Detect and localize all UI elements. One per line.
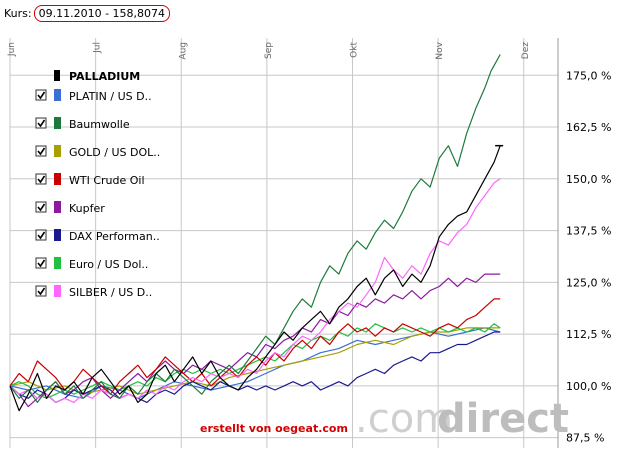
series-line-euro-us-dol	[9, 323, 501, 399]
series-line-dax-performan	[9, 331, 501, 403]
price-prefix: Kurs:	[4, 7, 32, 20]
legend-checkbox[interactable]	[35, 229, 47, 241]
legend-checkbox[interactable]	[35, 89, 47, 101]
legend-label: SILBER / US D..	[69, 286, 152, 299]
check-icon	[37, 259, 46, 268]
legend-swatch	[54, 229, 61, 241]
watermark-direct: direct	[437, 396, 569, 442]
price-header: Kurs: 09.11.2010 - 158,8074	[4, 5, 171, 22]
check-icon	[37, 91, 46, 100]
legend-label: DAX Performan..	[69, 230, 160, 243]
legend-item[interactable]: DAX Performan..	[35, 229, 160, 243]
series-line-gold-us-dol	[9, 327, 501, 395]
check-icon	[37, 203, 46, 212]
legend-checkbox[interactable]	[35, 257, 47, 269]
series-line-baumwolle	[9, 54, 501, 403]
check-icon	[37, 287, 46, 296]
legend-checkbox[interactable]	[35, 117, 47, 129]
y-tick-label: 175,0 %	[566, 69, 611, 82]
legend-checkbox[interactable]	[35, 201, 47, 213]
y-axis: 175,0 % 162,5 % 150,0 % 137,5 % 125,0 % 112,5…	[557, 38, 611, 448]
legend-item[interactable]: WTI Crude Oil	[35, 173, 145, 187]
legend-swatch	[54, 117, 61, 129]
legend-label: Euro / US Dol..	[69, 258, 148, 271]
watermark-com: .com	[355, 396, 453, 442]
legend-label: Baumwolle	[69, 118, 130, 131]
credit-text: erstellt von oegeat.com	[200, 422, 348, 435]
series-line-platin-us-d	[9, 327, 501, 399]
check-icon	[37, 147, 46, 156]
month-labels: Jun Jul Aug Sep Okt Nov Dez	[7, 41, 531, 59]
month-label: Jul	[93, 42, 103, 54]
y-tick-label: 125,0 %	[566, 276, 611, 289]
legend-label: PLATIN / US D..	[69, 90, 152, 103]
check-icon	[37, 175, 46, 184]
legend: PALLADIUM PLATIN / US D.. Baumwolle GOLD / …	[35, 70, 160, 299]
series-line-wti-crude-oil	[9, 298, 501, 395]
series-lines	[9, 54, 504, 412]
legend-item[interactable]: PLATIN / US D..	[35, 89, 152, 103]
legend-label: GOLD / US DOL..	[69, 146, 160, 159]
legend-swatch	[54, 285, 61, 297]
legend-checkbox[interactable]	[35, 285, 47, 297]
y-tick-label: 87,5 %	[566, 432, 604, 445]
legend-item[interactable]: GOLD / US DOL..	[35, 145, 160, 159]
month-label: Dez	[521, 42, 531, 59]
legend-swatch	[54, 145, 61, 157]
legend-label: WTI Crude Oil	[69, 174, 145, 187]
month-label: Sep	[264, 42, 274, 59]
check-icon	[37, 231, 46, 240]
month-label: Okt	[350, 42, 360, 58]
legend-swatch	[54, 257, 61, 269]
legend-item[interactable]: Euro / US Dol..	[35, 257, 148, 271]
month-label: Jun	[7, 42, 17, 57]
price-value: 09.11.2010 - 158,8074	[33, 5, 171, 22]
legend-item[interactable]: SILBER / US D..	[35, 285, 152, 299]
legend-item[interactable]: Kupfer	[35, 201, 105, 215]
legend-checkbox[interactable]	[35, 173, 47, 185]
month-label: Aug	[178, 42, 188, 60]
legend-item[interactable]: Baumwolle	[35, 117, 130, 131]
y-tick-label: 137,5 %	[566, 225, 611, 238]
month-label: Nov	[435, 41, 445, 59]
series-line-silber-us-d	[9, 178, 501, 403]
y-tick-label: 112,5 %	[566, 328, 611, 341]
legend-swatch	[54, 201, 61, 213]
y-tick-label: 100,0 %	[566, 380, 611, 393]
legend-swatch	[54, 89, 61, 101]
y-tick-label: 162,5 %	[566, 121, 611, 134]
check-icon	[37, 119, 46, 128]
legend-swatch	[54, 173, 61, 185]
series-line-palladium	[9, 145, 501, 412]
legend-label: Kupfer	[69, 202, 105, 215]
y-tick-label: 150,0 %	[566, 173, 611, 186]
legend-checkbox[interactable]	[35, 145, 47, 157]
legend-title: PALLADIUM	[69, 70, 140, 83]
legend-swatch	[54, 70, 60, 81]
